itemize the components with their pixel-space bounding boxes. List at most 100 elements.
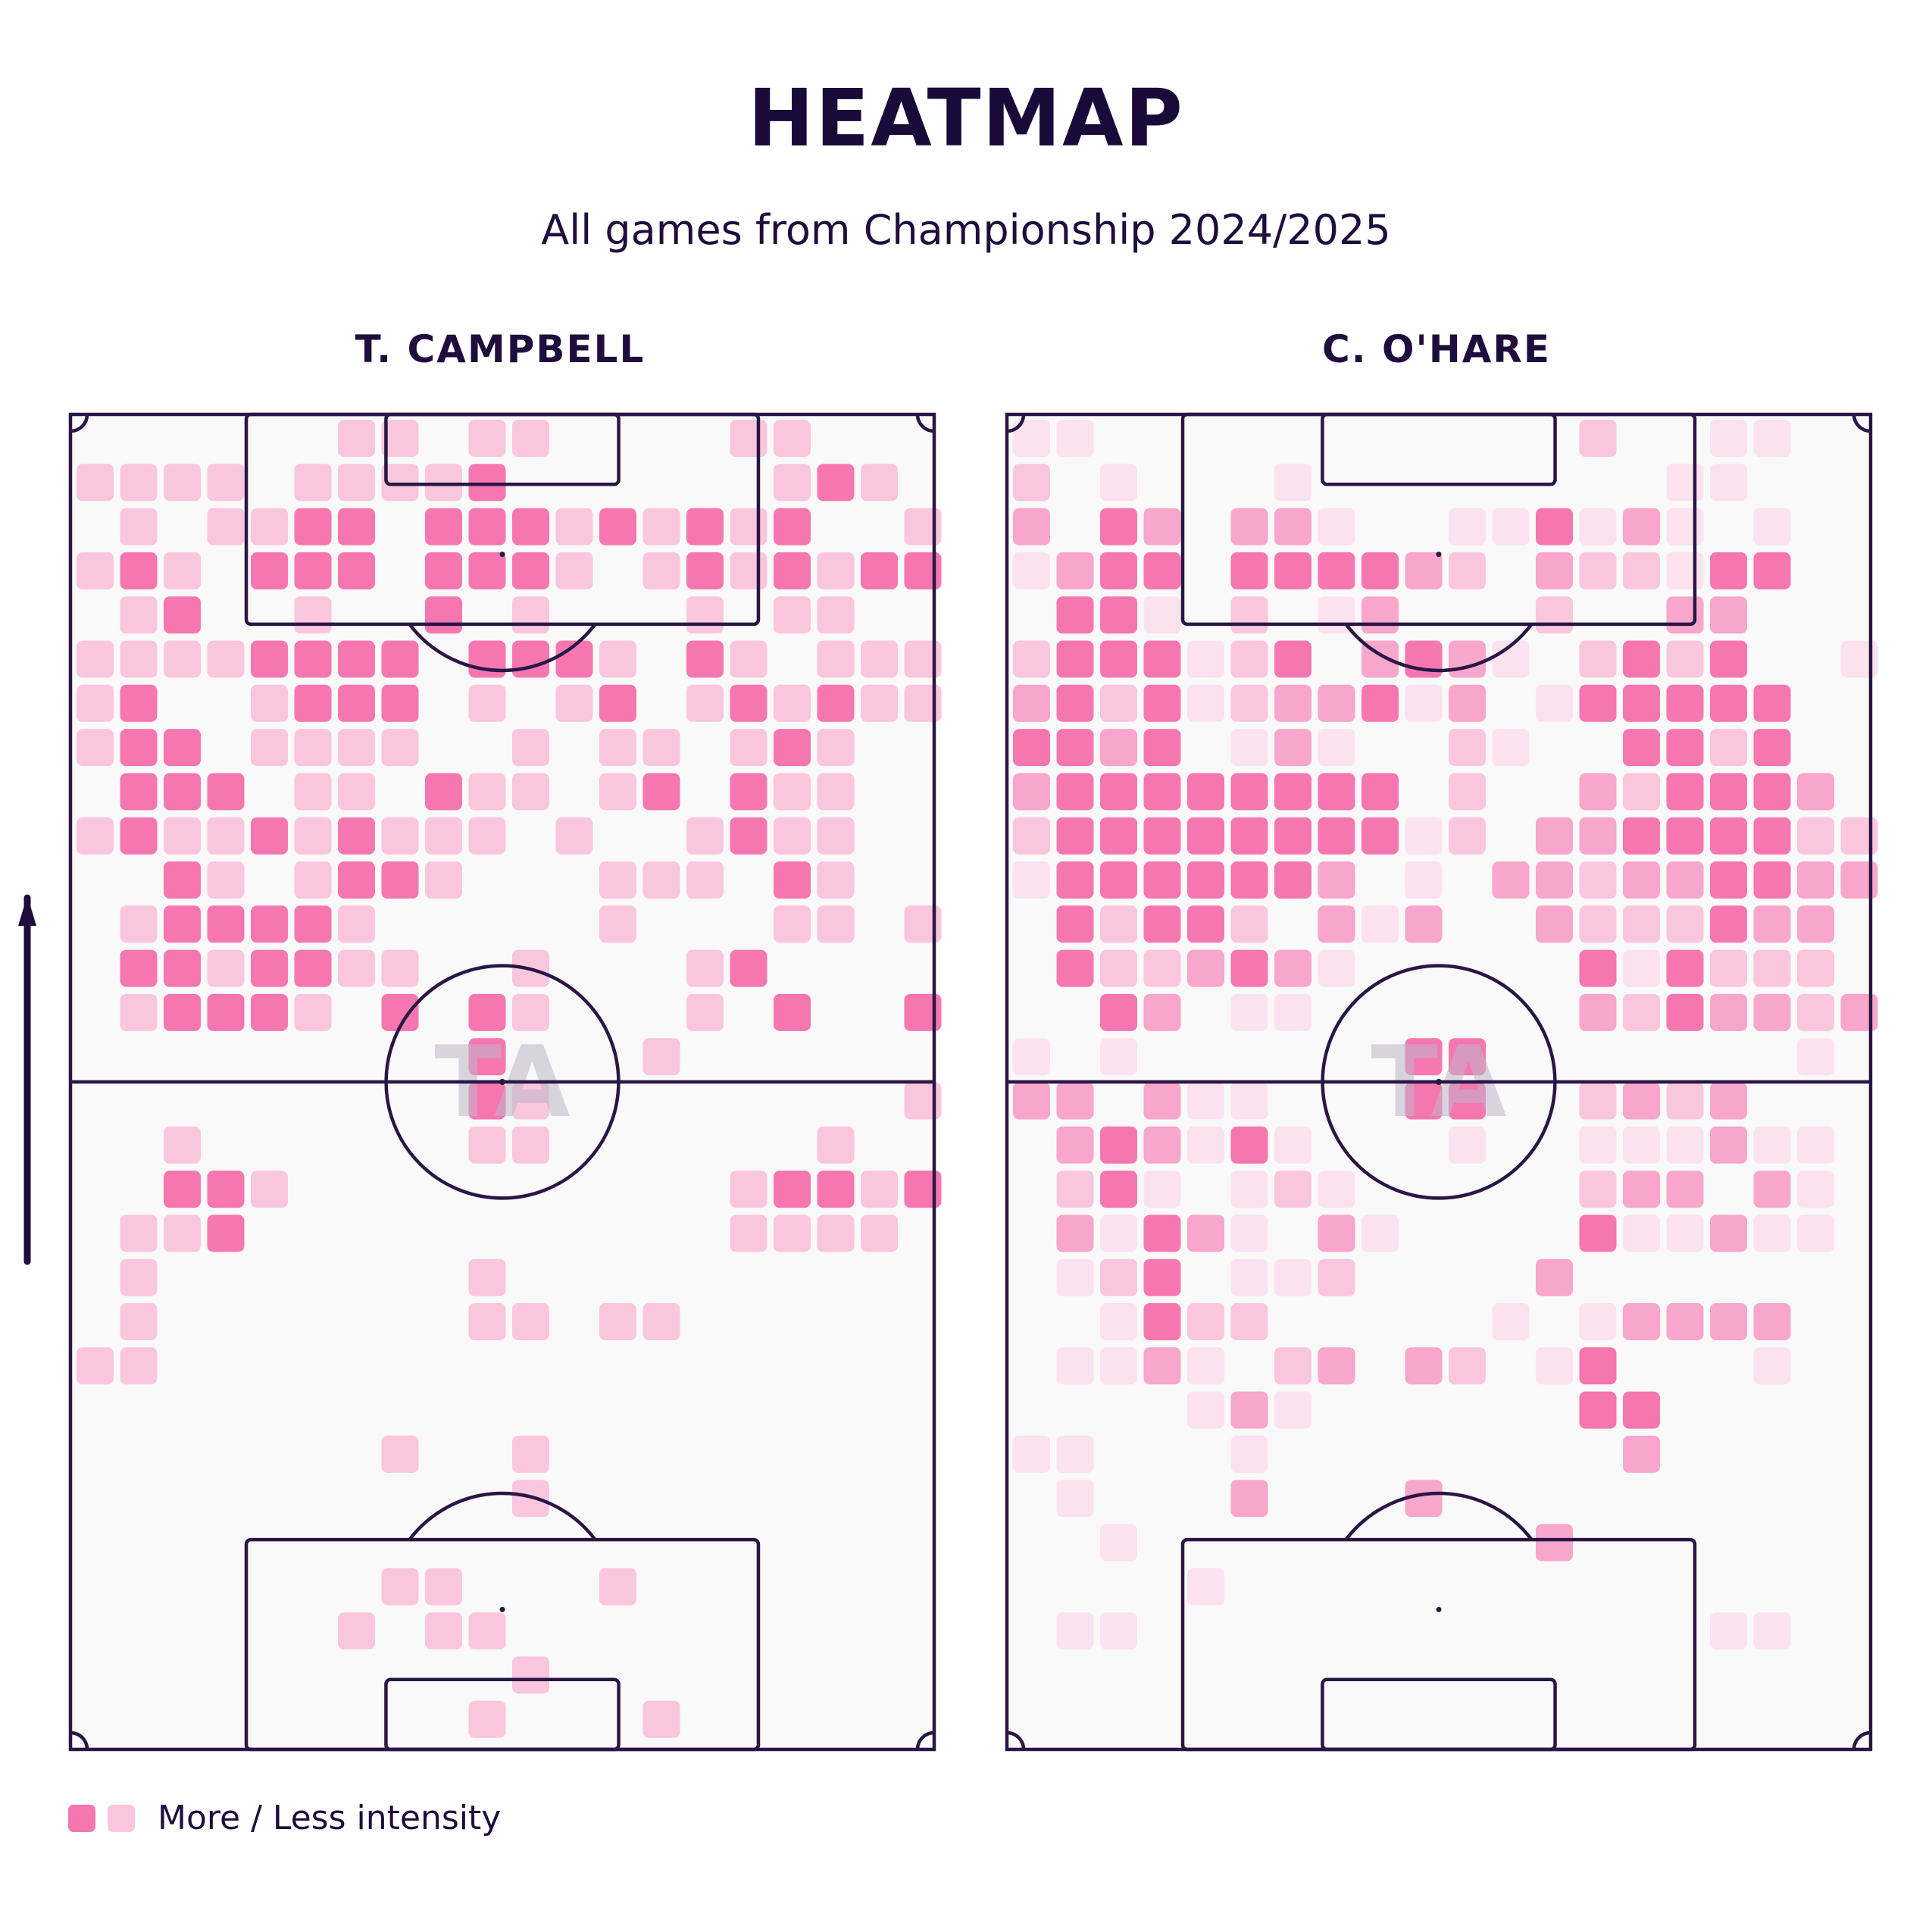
corner-arc [1006,1730,1026,1750]
heat-cell [381,1568,419,1605]
heat-cell [1361,905,1399,943]
heat-cell [1710,773,1747,811]
heat-cell [1405,1480,1443,1518]
heat-cell [120,464,158,502]
heat-cell [1840,993,1878,1031]
heat-cell [251,508,288,546]
heat-cell [1056,905,1094,943]
heat-cell [904,508,942,546]
heat-cell [1013,464,1050,502]
heat-cell [1013,420,1050,457]
heat-cell [1579,1082,1617,1120]
heat-cell [1143,1303,1181,1340]
heat-cell [294,861,332,899]
heat-cell [338,640,375,678]
heat-cell [207,1215,245,1252]
heat-cell [1579,1126,1617,1164]
pitch-right: TA [1005,412,1878,1752]
heat-cell [1666,1303,1704,1340]
heat-cell [1536,817,1573,855]
heat-cell [599,1568,636,1605]
heat-cell [1753,552,1791,589]
heat-cell [686,993,724,1031]
heat-cell [1013,640,1050,678]
heat-cell [774,596,811,634]
heat-cell [1405,1082,1443,1120]
heat-cell [468,1612,506,1650]
heat-cell [730,773,767,811]
heat-cell [1143,1215,1181,1252]
heat-cell [1143,640,1181,678]
heat-cell [77,640,114,678]
heat-cell [1710,729,1747,767]
heat-cell [817,773,855,811]
legend-label: More / Less intensity [158,1799,502,1837]
heat-cell [1623,1435,1660,1473]
heat-cell [1056,552,1094,589]
heat-cell [774,684,811,722]
heat-cell [294,552,332,589]
heat-cell [730,729,767,767]
heat-cell [338,684,375,722]
heat-cell [1056,1171,1094,1208]
heat-cell [1579,1391,1617,1429]
heat-cells [1013,420,1878,1650]
heat-cell [817,596,855,634]
heat-cell [1056,1126,1094,1164]
heat-cell [1492,640,1530,678]
heat-cell [1492,508,1530,546]
heat-cells [77,420,942,1738]
corner-arc [915,1730,935,1750]
heat-cell [294,508,332,546]
heat-cell [120,729,158,767]
heat-cell [774,905,811,943]
heat-cell [164,905,201,943]
heat-cell [730,817,767,855]
heat-cell [774,420,811,457]
heat-cell [164,773,201,811]
heat-cell [1405,861,1443,899]
heat-cell [1056,861,1094,899]
heat-cell [1318,1171,1355,1208]
heat-cell [1405,905,1443,943]
heat-cell [1230,817,1268,855]
heat-cell [381,949,419,987]
heat-cell [1230,552,1268,589]
heat-cell [1797,905,1834,943]
heat-cell [164,1171,201,1208]
heat-cell [1056,729,1094,767]
heat-cell [338,1612,375,1650]
heat-cell [817,1215,855,1252]
heat-cell [1449,1038,1486,1076]
heat-cell [1492,729,1530,767]
heat-cell [512,640,549,678]
heat-cell [1143,729,1181,767]
heat-cell [1666,1082,1704,1120]
heat-cell [1449,1126,1486,1164]
heat-cell [1013,773,1050,811]
heat-cell [904,1082,942,1120]
heat-cell [1143,993,1181,1031]
heat-cell [1623,905,1660,943]
heat-cell [294,640,332,678]
heat-cell [338,508,375,546]
heat-cell [1100,508,1137,546]
heat-cell [774,729,811,767]
heat-cell [817,729,855,767]
heat-cell [1187,1347,1224,1385]
heat-cell [1143,1171,1181,1208]
heat-cell [1100,949,1137,987]
heat-cell [164,817,201,855]
heat-cell [599,861,636,899]
corner-arc [1852,414,1871,433]
heat-cell [1143,596,1181,634]
heat-cell [207,773,245,811]
heat-cell [120,596,158,634]
heat-cell [1710,949,1747,987]
heat-cell [1100,1303,1137,1340]
heat-cell [1623,949,1660,987]
heat-cell [1361,773,1399,811]
heat-cell [425,508,462,546]
heat-cell [425,1612,462,1650]
heat-cell [1100,552,1137,589]
